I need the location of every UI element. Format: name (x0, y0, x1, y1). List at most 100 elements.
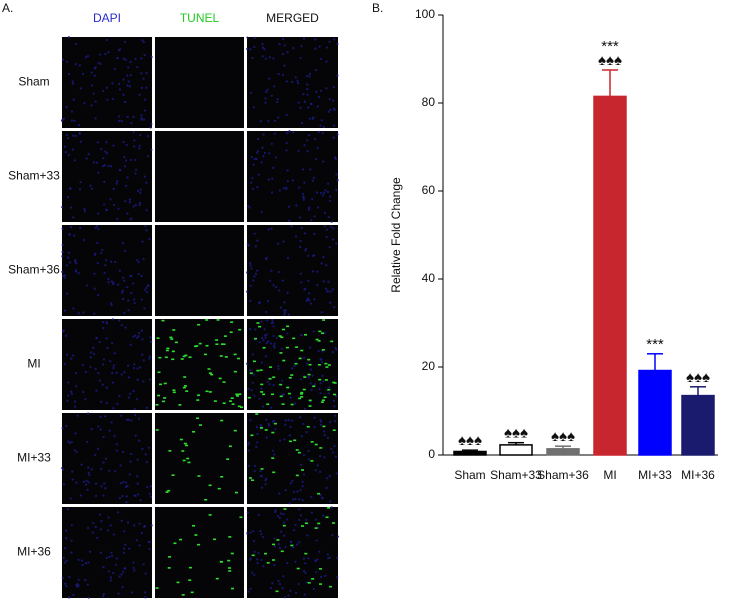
tunel-signal (158, 356, 162, 359)
nucleus (258, 397, 261, 400)
nucleus (308, 72, 311, 76)
tunel-signal (163, 382, 167, 385)
nucleus (68, 575, 71, 579)
nucleus (290, 419, 293, 422)
nucleus (61, 205, 64, 209)
nucleus (299, 106, 302, 109)
tunel-signal (235, 491, 239, 494)
nucleus (336, 42, 339, 45)
nucleus (123, 155, 126, 159)
nucleus (299, 488, 302, 492)
nucleus (251, 56, 254, 60)
nucleus (297, 101, 300, 104)
tunel-signal (325, 366, 329, 368)
nucleus (320, 262, 323, 265)
nucleus (141, 338, 144, 341)
nucleus (312, 176, 315, 179)
nucleus (71, 80, 74, 83)
nucleus (136, 189, 140, 193)
nucleus (332, 99, 335, 102)
nucleus (334, 394, 338, 397)
nucleus (110, 302, 113, 305)
nucleus (267, 422, 270, 426)
nucleus (134, 334, 137, 337)
nucleus (128, 473, 131, 476)
nucleus (128, 392, 132, 395)
nucleus (250, 267, 253, 270)
nucleus (114, 563, 117, 566)
nucleus (260, 320, 263, 323)
nucleus (87, 153, 90, 156)
nucleus (278, 439, 282, 442)
nucleus (138, 544, 141, 547)
nucleus (310, 511, 313, 514)
y-tick-label: 100 (415, 7, 435, 21)
tunel-signal (325, 516, 329, 519)
nucleus (302, 569, 306, 573)
nucleus (63, 362, 66, 366)
nucleus (125, 143, 128, 147)
tunel-signal (238, 328, 242, 331)
tunel-signal (173, 542, 177, 545)
nucleus (299, 272, 302, 275)
nucleus (247, 464, 250, 467)
tunel-signal (190, 591, 194, 594)
tunel-signal (197, 543, 201, 546)
nucleus (257, 513, 260, 516)
nucleus (105, 259, 108, 262)
nucleus (118, 269, 121, 272)
nucleus (109, 576, 113, 579)
tunel-signal (270, 393, 274, 396)
tunel-signal (256, 369, 260, 372)
nucleus (277, 270, 280, 274)
nucleus (111, 318, 114, 321)
nucleus (62, 274, 65, 278)
tunel-signal (310, 441, 314, 443)
tunel-signal (263, 552, 267, 555)
nucleus (72, 354, 75, 357)
nucleus (69, 390, 73, 393)
nucleus (109, 579, 112, 582)
nucleus (90, 71, 93, 74)
nucleus (265, 341, 268, 345)
nucleus (336, 556, 339, 559)
tunel-signal (215, 339, 219, 341)
nucleus (330, 220, 333, 223)
y-tick-label: 40 (422, 271, 436, 285)
bar (593, 95, 627, 456)
nucleus (122, 93, 125, 96)
nucleus (116, 180, 119, 183)
nucleus (110, 280, 113, 283)
tunel-signal (294, 362, 298, 365)
nucleus (256, 432, 259, 436)
tunel-signal (314, 527, 318, 529)
tunel-signal (283, 508, 287, 510)
nucleus (283, 44, 286, 47)
nucleus (100, 148, 103, 151)
nucleus (246, 511, 249, 514)
nucleus (301, 485, 304, 488)
nucleus (105, 386, 108, 389)
nucleus (142, 40, 145, 44)
nucleus (127, 376, 130, 379)
nucleus (109, 198, 112, 201)
nucleus (298, 508, 301, 511)
nucleus (308, 117, 312, 120)
nucleus (316, 558, 319, 561)
nucleus (133, 407, 136, 411)
nucleus (330, 506, 333, 509)
nucleus (245, 362, 249, 365)
tunel-signal (318, 378, 322, 381)
significance-annotation: ♠♠♠ (504, 425, 528, 442)
nucleus (247, 590, 250, 593)
tunel-signal (322, 319, 326, 321)
nucleus (287, 594, 290, 597)
tunel-signal (327, 388, 331, 391)
nucleus (323, 456, 326, 459)
nucleus (278, 189, 281, 192)
nucleus (249, 264, 252, 267)
nucleus (73, 400, 77, 403)
nucleus (75, 385, 78, 388)
nucleus (328, 556, 331, 559)
nucleus (107, 277, 110, 281)
